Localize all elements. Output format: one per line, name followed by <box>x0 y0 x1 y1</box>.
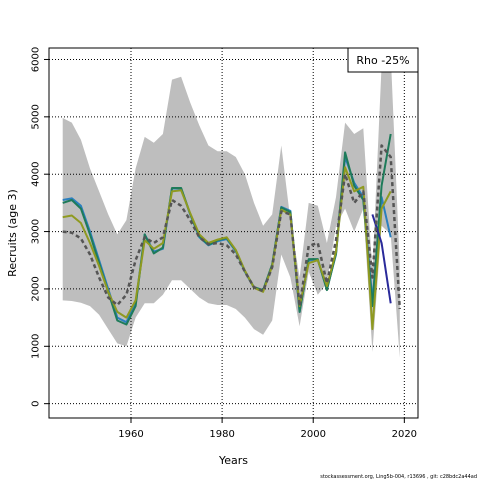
y-tick-label: 0 <box>31 400 42 406</box>
series-layer <box>62 133 402 331</box>
series-line-5 <box>62 144 402 310</box>
x-axis-title: Years <box>218 454 248 467</box>
series-line-3 <box>62 166 392 331</box>
x-tick-label: 1980 <box>209 429 234 440</box>
y-tick-label: 4000 <box>31 161 42 186</box>
x-tick-label: 1960 <box>118 429 143 440</box>
y-tick-label: 1000 <box>31 334 42 359</box>
y-tick-label: 6000 <box>31 47 42 72</box>
confidence-band <box>62 53 400 358</box>
legend-box <box>347 47 419 73</box>
x-tick-label: 2000 <box>300 429 325 440</box>
footer-note: stockassessment.org, Ling5b-004, r13696 … <box>320 474 477 480</box>
y-tick-label: 3000 <box>31 219 42 244</box>
y-tick-label: 5000 <box>31 104 42 129</box>
plot-frame <box>48 47 419 419</box>
legend-label: Rho -25% <box>356 54 409 67</box>
confidence-band-layer <box>62 53 400 358</box>
legend: Rho -25% <box>347 47 419 73</box>
x-axis: 1960 1980 2000 2020 <box>118 418 417 440</box>
x-tick-label: 2020 <box>392 429 417 440</box>
y-axis: 0 1000 2000 3000 4000 5000 6000 <box>31 47 49 407</box>
y-tick-label: 2000 <box>31 276 42 301</box>
y-axis-title: Recruits (age 3) <box>6 189 19 277</box>
